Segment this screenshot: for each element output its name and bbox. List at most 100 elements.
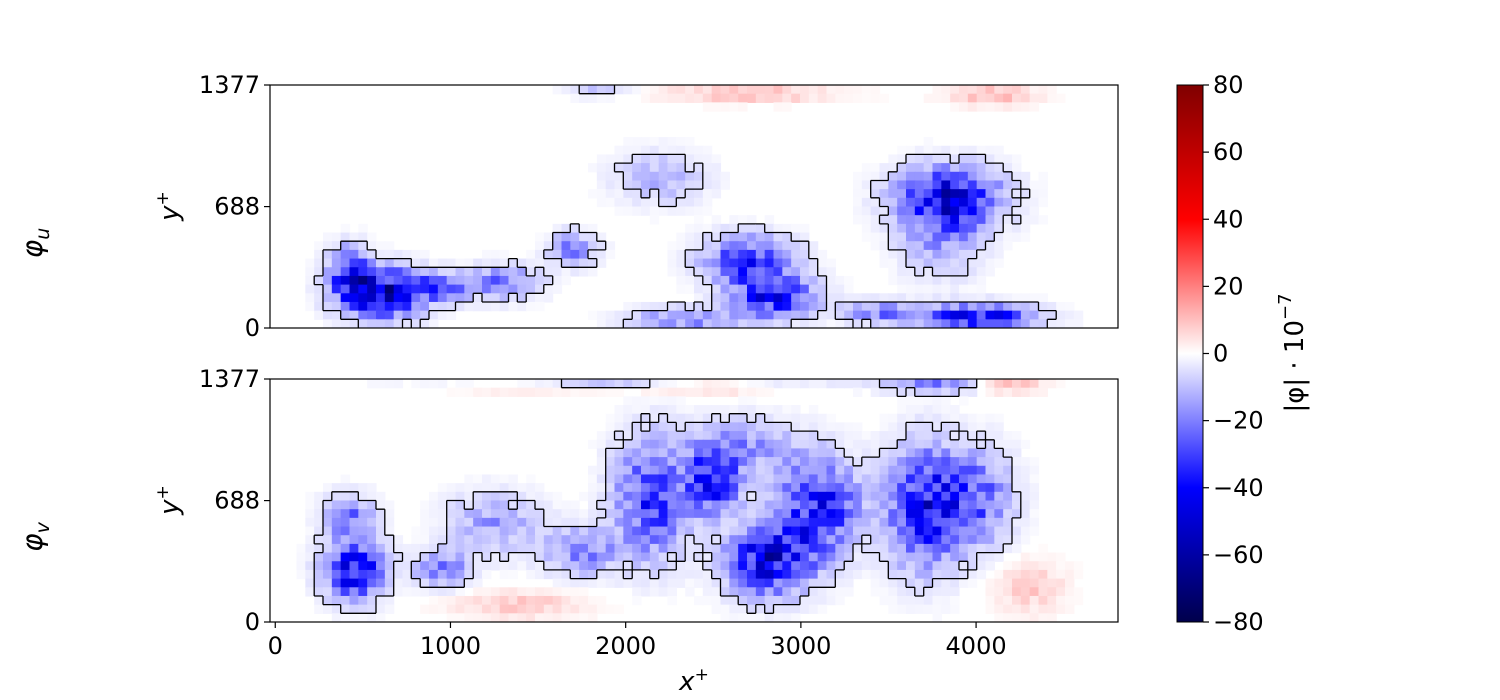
heat-cell <box>658 422 669 432</box>
heat-cell <box>808 604 819 614</box>
heat-cell <box>1047 613 1057 622</box>
heat-cell <box>605 249 616 260</box>
heat-cell <box>685 241 695 251</box>
heat-cell <box>826 552 836 562</box>
heat-cell <box>747 241 757 251</box>
heat-cell <box>800 301 810 312</box>
heat-cell <box>976 310 987 320</box>
heat-cell <box>906 535 916 545</box>
heat-cell <box>508 535 518 545</box>
heat-cell <box>800 578 810 588</box>
heat-cell <box>384 284 395 294</box>
heat-cell <box>782 310 792 320</box>
heat-cell <box>605 552 616 562</box>
heat-cell <box>632 543 642 554</box>
heat-cell <box>323 301 333 312</box>
heat-cell <box>994 258 1004 268</box>
heat-cell <box>1029 526 1040 536</box>
heat-cell <box>376 613 386 622</box>
heat-cell <box>517 293 527 303</box>
heat-cell <box>667 509 677 519</box>
heat-cell <box>314 561 324 571</box>
heat-cell <box>579 387 589 397</box>
heat-cell <box>596 491 607 502</box>
heat-cell <box>1029 206 1040 216</box>
heat-cell <box>711 275 722 286</box>
heat-cell <box>508 595 518 606</box>
heat-cell <box>800 604 810 614</box>
heat-cell <box>1012 431 1022 441</box>
heat-cell <box>658 137 669 147</box>
heat-cell <box>985 223 995 234</box>
heat-cell <box>985 491 995 502</box>
heat-cell <box>932 413 942 423</box>
colorbar-tick-label: −60 <box>1213 541 1264 569</box>
heat-cell <box>367 526 377 536</box>
contour-line <box>313 85 1057 328</box>
heat-cell <box>1020 613 1031 622</box>
heat-cell <box>614 457 624 467</box>
heat-cell <box>914 569 925 580</box>
heat-cell <box>561 552 571 562</box>
heat-cell <box>747 448 757 458</box>
heat-cell <box>950 223 960 234</box>
heat-cell <box>914 206 925 216</box>
heat-cell <box>853 569 863 580</box>
heat-cell <box>764 465 775 476</box>
heat-cell <box>791 526 801 536</box>
heat-cell <box>950 405 960 415</box>
heat-cell <box>685 319 695 328</box>
heat-cell <box>888 275 898 286</box>
heat-cell <box>985 578 995 588</box>
heat-cell <box>985 543 995 554</box>
heat-cell <box>437 310 448 320</box>
heat-cell <box>649 145 660 156</box>
heat-cell <box>482 561 492 571</box>
heat-cell <box>844 500 854 510</box>
heat-cell <box>596 543 607 554</box>
heat-cell <box>976 215 987 225</box>
heat-cell <box>570 241 580 251</box>
heat-cell <box>711 578 722 588</box>
heat-cell <box>817 448 828 458</box>
heat-cell <box>773 552 783 562</box>
heat-cell <box>923 483 934 493</box>
heat-cell <box>720 543 730 554</box>
heat-cell <box>455 578 465 588</box>
heat-cell <box>437 509 448 519</box>
heat-cell <box>552 379 563 389</box>
heat-cell <box>437 258 448 268</box>
heat-cell <box>464 526 474 536</box>
heat-cell <box>570 543 580 554</box>
heat-cell <box>367 249 377 260</box>
heat-cell <box>923 241 934 251</box>
heat-cell <box>914 197 925 208</box>
heat-cell <box>967 578 978 588</box>
heat-cell <box>791 85 801 95</box>
heat-cell <box>950 284 960 294</box>
heat-cell <box>588 241 598 251</box>
heat-cell <box>314 526 324 536</box>
heat-cell <box>985 145 995 156</box>
heat-cell <box>676 422 686 432</box>
heat-cell <box>464 301 474 312</box>
heat-cell <box>605 509 616 519</box>
heat-cell <box>331 595 342 606</box>
heat-cell <box>755 223 766 234</box>
heat-cell <box>791 422 801 432</box>
heat-cell <box>967 543 978 554</box>
heat-cell <box>667 206 677 216</box>
heat-cell <box>455 569 465 580</box>
heat-cell <box>340 223 351 234</box>
heat-cell <box>676 275 686 286</box>
x-tick-label: 0 <box>268 632 283 660</box>
heat-cell <box>967 439 978 450</box>
heat-cell <box>897 197 907 208</box>
heat-cell <box>950 206 960 216</box>
heat-cell <box>906 526 916 536</box>
heat-cell <box>923 189 934 199</box>
heat-cell <box>702 241 713 251</box>
heat-cell <box>446 578 457 588</box>
heat-cell <box>711 517 722 528</box>
heat-cell <box>570 578 580 588</box>
